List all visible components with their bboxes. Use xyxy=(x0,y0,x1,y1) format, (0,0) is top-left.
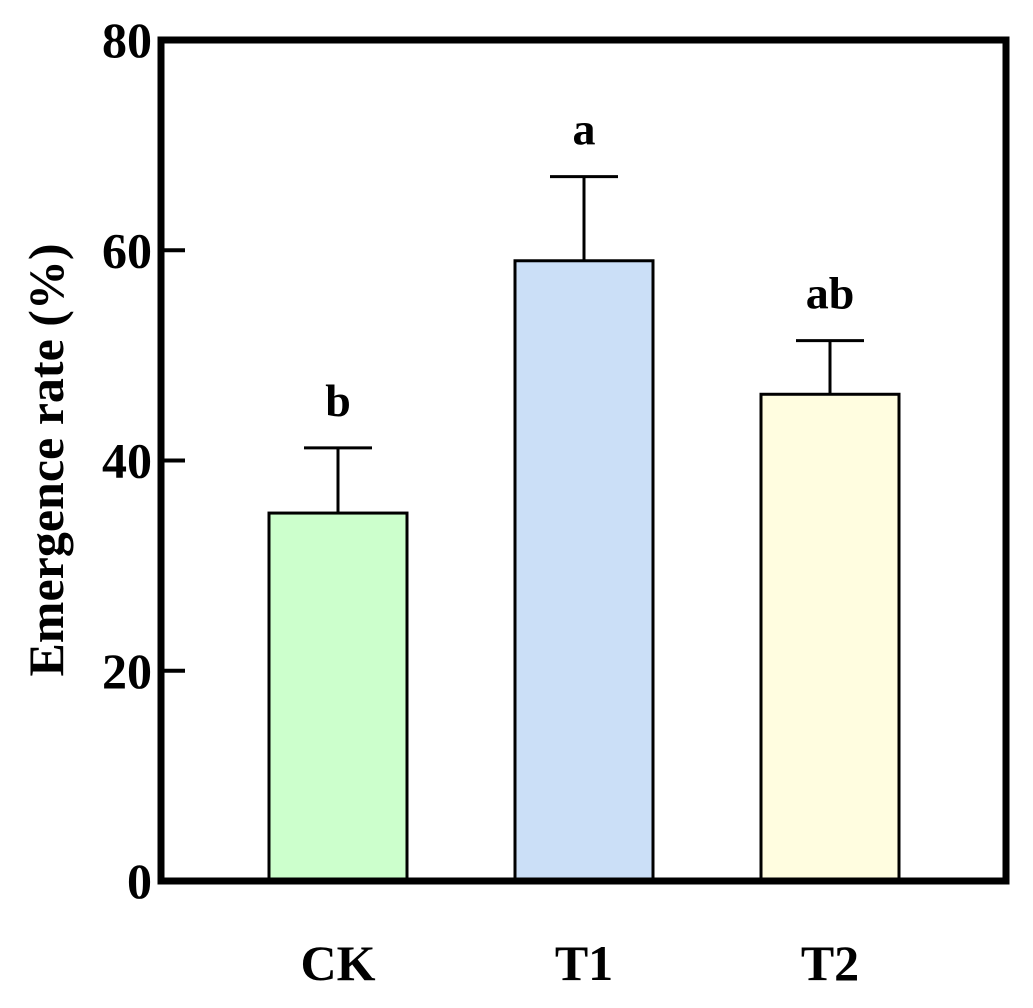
significance-label-ck: b xyxy=(325,375,351,426)
x-tick-label-t2: T2 xyxy=(801,935,859,991)
error-bars-layer xyxy=(304,175,864,514)
bars-layer xyxy=(267,259,901,883)
x-axis-labels: CK T1 T2 xyxy=(301,935,860,991)
significance-labels: b a ab xyxy=(325,104,854,426)
significance-label-t2: ab xyxy=(806,268,855,319)
bar-t2 xyxy=(759,392,901,883)
plot-frame xyxy=(157,36,1010,885)
y-axis-title: Emergence rate (%) xyxy=(18,243,74,676)
y-axis-ticks: 0 20 40 60 80 xyxy=(102,12,185,909)
significance-label-t1: a xyxy=(573,104,596,155)
y-tick-label-40: 40 xyxy=(102,433,152,489)
x-tick-label-t1: T1 xyxy=(555,935,613,991)
y-tick-label-80: 80 xyxy=(102,12,152,68)
x-tick-label-ck: CK xyxy=(301,935,376,991)
bar-ck xyxy=(267,511,409,883)
y-tick-label-60: 60 xyxy=(102,222,152,278)
bar-t1 xyxy=(513,259,655,883)
y-tick-label-0: 0 xyxy=(127,853,152,909)
y-tick-label-20: 20 xyxy=(102,643,152,699)
